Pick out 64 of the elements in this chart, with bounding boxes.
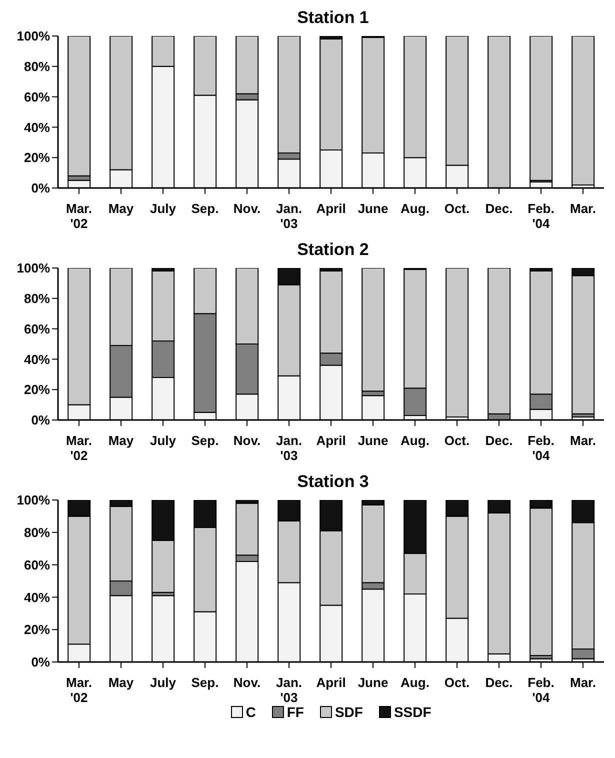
x-tick-label: Jan. '03	[276, 433, 302, 463]
x-tick-label: July	[150, 675, 177, 690]
x-tick-label: Mar.	[570, 433, 596, 448]
y-tick-label: 60%	[24, 557, 50, 572]
x-tick-label: Mar. '02	[66, 675, 92, 705]
x-tick-label: Oct.	[444, 675, 470, 690]
x-tick-label: April	[316, 433, 346, 448]
y-tick-label: 60%	[24, 89, 50, 104]
x-tick-label: Aug.	[400, 201, 430, 216]
y-tick-label: 100%	[16, 260, 50, 276]
x-tick-label: Nov.	[233, 201, 261, 216]
x-tick-label: Mar. '02	[66, 201, 92, 231]
x-tick-label: Sep.	[191, 675, 219, 690]
x-tick-label: July	[150, 201, 177, 216]
x-tick-label: Sep.	[191, 201, 219, 216]
x-tick-label: May	[108, 201, 134, 216]
y-tick-label: 0%	[31, 180, 50, 196]
x-tick-label: Nov.	[233, 675, 261, 690]
x-tick-label: Mar.	[570, 201, 596, 216]
x-tick-label: Sep.	[191, 433, 219, 448]
y-tick-label: 100%	[16, 492, 50, 508]
y-tick-label: 80%	[24, 59, 50, 74]
y-tick-label: 40%	[24, 352, 50, 367]
legend-label: SSDF	[394, 704, 432, 720]
legend-label: SDF	[334, 704, 363, 720]
x-tick-label: Dec.	[485, 433, 513, 448]
x-tick-label: Feb. '04	[528, 201, 554, 231]
x-tick-label: May	[108, 433, 134, 448]
x-tick-label: Mar. '02	[66, 433, 92, 463]
chart-title: Station 2	[296, 240, 370, 261]
y-tick-label: 40%	[24, 120, 50, 135]
x-tick-label: Dec.	[485, 675, 513, 690]
x-tick-label: Nov.	[233, 433, 261, 448]
x-tick-label: Jan. '03	[276, 201, 302, 231]
x-tick-label: June	[358, 201, 388, 216]
x-tick-label: June	[358, 675, 388, 690]
chart-title: Station 3	[296, 472, 370, 493]
x-tick-label: April	[316, 675, 346, 690]
x-tick-label: Aug.	[400, 433, 430, 448]
x-tick-label: July	[150, 433, 177, 448]
y-tick-label: 80%	[24, 525, 50, 540]
x-tick-label: Mar.	[570, 675, 596, 690]
y-tick-label: 20%	[24, 150, 50, 166]
y-tick-label: 0%	[31, 412, 50, 428]
legend-label: C	[246, 704, 256, 720]
y-tick-label: 0%	[31, 654, 50, 670]
x-tick-label: June	[358, 433, 388, 448]
y-tick-label: 100%	[16, 28, 50, 44]
x-tick-label: May	[108, 675, 134, 690]
chart-title: Station 1	[296, 8, 370, 29]
y-tick-label: 40%	[24, 590, 50, 605]
x-tick-label: Oct.	[444, 433, 470, 448]
x-tick-label: Dec.	[485, 201, 513, 216]
x-tick-label: Jan. '03	[276, 675, 302, 705]
legend-label: FF	[286, 704, 304, 720]
y-tick-label: 20%	[24, 382, 50, 398]
y-tick-label: 20%	[24, 622, 50, 638]
x-tick-label: April	[316, 201, 346, 216]
y-tick-label: 60%	[24, 321, 50, 336]
x-tick-label: Aug.	[400, 675, 430, 690]
x-tick-label: Feb. '04	[528, 433, 554, 463]
x-tick-label: Oct.	[444, 201, 470, 216]
x-tick-label: Feb. '04	[528, 675, 554, 705]
y-tick-label: 80%	[24, 291, 50, 306]
